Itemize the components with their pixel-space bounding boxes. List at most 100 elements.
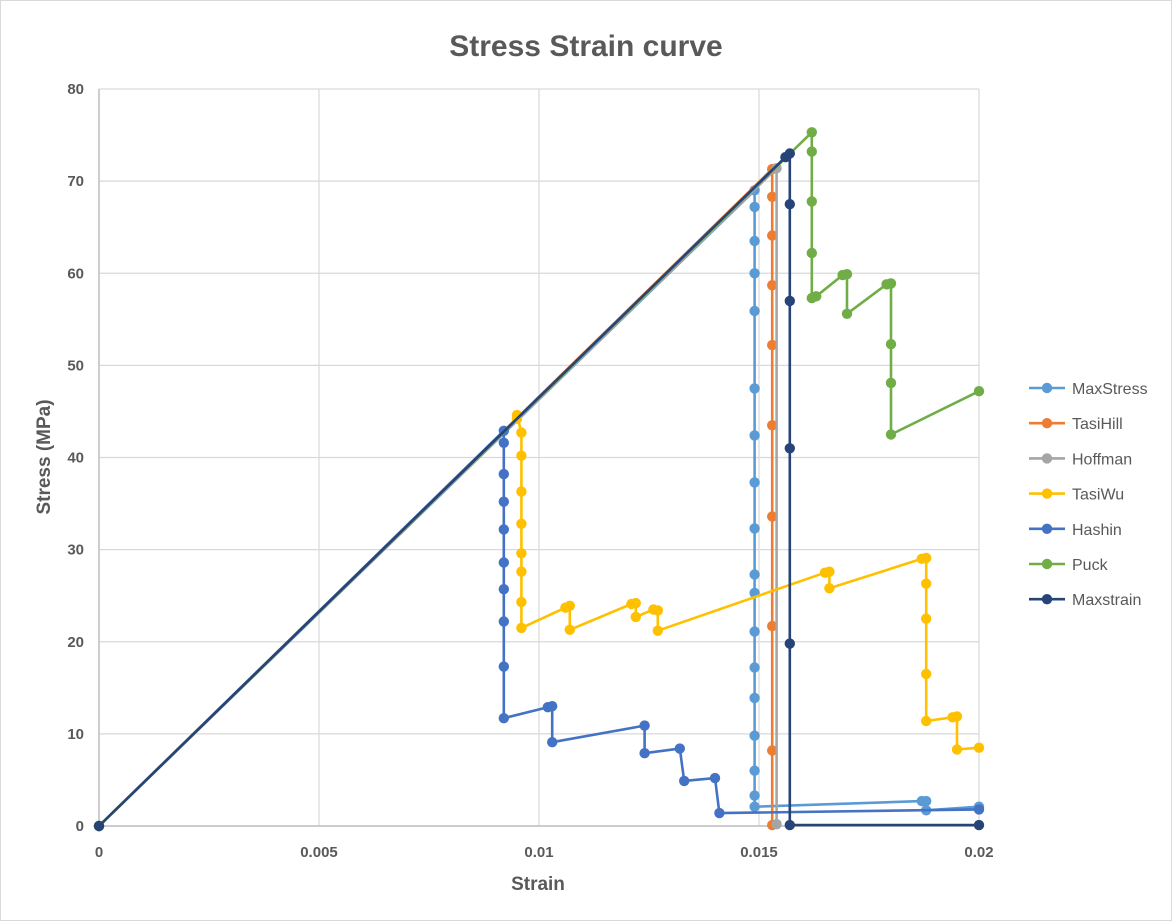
- legend-marker: [1041, 558, 1053, 570]
- data-point: [784, 819, 795, 831]
- data-point: [714, 807, 725, 819]
- x-axis-title: Strain: [511, 874, 565, 895]
- y-tick-label: 60: [67, 265, 84, 282]
- legend-label: Puck: [1072, 557, 1109, 574]
- data-point: [806, 127, 817, 138]
- data-point: [951, 711, 963, 722]
- data-point: [749, 569, 760, 580]
- data-point: [516, 596, 527, 608]
- y-tick-label: 40: [67, 450, 84, 467]
- data-point: [784, 295, 795, 307]
- data-point: [885, 278, 897, 289]
- y-tick-label: 0: [76, 818, 84, 835]
- chart-title: Stress Strain curve: [449, 30, 722, 63]
- data-point: [516, 486, 527, 497]
- data-point: [806, 146, 817, 157]
- data-point: [749, 626, 760, 637]
- y-tick-label: 80: [67, 81, 84, 98]
- series-maxstrain: [93, 148, 985, 832]
- data-point: [921, 578, 932, 589]
- data-point: [749, 523, 760, 534]
- data-point: [749, 383, 760, 394]
- y-tick-label: 70: [67, 173, 84, 190]
- data-point: [498, 616, 509, 627]
- data-point: [784, 199, 795, 210]
- data-point: [767, 191, 778, 202]
- x-tick-label: 0.015: [740, 844, 778, 861]
- data-point: [806, 247, 817, 259]
- data-point: [498, 557, 509, 568]
- legend-marker: [1041, 418, 1053, 429]
- data-point: [498, 661, 509, 672]
- legend-label: Maxstrain: [1072, 592, 1141, 609]
- series-puck: [93, 127, 985, 832]
- legend-label: Hoffman: [1072, 451, 1132, 468]
- data-point: [652, 605, 663, 616]
- data-point: [516, 622, 527, 634]
- data-point: [516, 518, 527, 529]
- data-point: [885, 339, 897, 350]
- legend-marker: [1041, 523, 1053, 534]
- data-point: [674, 743, 685, 754]
- legend: MaxStress TasiHill Hoffman TasiWu Hashin Puck…: [1029, 381, 1148, 609]
- data-point: [498, 437, 509, 448]
- data-point: [749, 268, 760, 279]
- data-point: [973, 742, 985, 753]
- data-point: [93, 820, 105, 832]
- data-point: [767, 620, 778, 632]
- data-point: [771, 819, 782, 830]
- data-point: [767, 511, 778, 522]
- axes: 0 10 20 30 40 50 60 70 80 0 0.005 0.01 0.015 0.02: [67, 81, 993, 861]
- data-point: [516, 566, 527, 577]
- data-point: [921, 668, 932, 680]
- data-point: [749, 477, 760, 488]
- data-point: [811, 291, 822, 302]
- data-point: [564, 600, 575, 611]
- data-point: [841, 308, 853, 319]
- data-point: [921, 552, 932, 564]
- data-point: [749, 201, 760, 213]
- data-point: [630, 597, 641, 609]
- data-point: [498, 496, 509, 507]
- data-point: [921, 715, 932, 727]
- data-point: [709, 772, 721, 784]
- legend-label: TasiHill: [1072, 416, 1123, 433]
- data-point: [749, 235, 760, 247]
- legend-label: TasiWu: [1072, 487, 1124, 504]
- data-point: [749, 790, 760, 801]
- y-tick-label: 30: [67, 542, 84, 559]
- legend-item: TasiHill: [1029, 416, 1123, 433]
- data-point: [921, 795, 932, 807]
- data-point: [951, 744, 963, 755]
- series-maxstress: [93, 185, 985, 832]
- data-point: [749, 765, 760, 776]
- legend-label: MaxStress: [1072, 381, 1148, 398]
- data-point: [652, 625, 663, 636]
- data-point: [749, 801, 760, 812]
- data-point: [767, 745, 778, 756]
- legend-item: MaxStress: [1029, 381, 1148, 398]
- data-point: [679, 775, 690, 787]
- data-point: [767, 339, 778, 351]
- data-point: [516, 427, 527, 438]
- legend-item: Maxstrain: [1029, 592, 1141, 609]
- y-axis-title: Stress (MPa): [34, 399, 55, 514]
- x-tick-label: 0.005: [300, 844, 338, 861]
- y-tick-label: 10: [67, 726, 84, 743]
- legend-marker: [1041, 382, 1053, 394]
- legend-label: Hashin: [1072, 522, 1122, 539]
- data-point: [806, 196, 817, 207]
- gridlines: [98, 88, 980, 827]
- data-point: [547, 701, 558, 712]
- x-tick-label: 0: [95, 844, 103, 861]
- data-point: [498, 468, 509, 480]
- data-point: [973, 386, 985, 397]
- data-point: [841, 269, 853, 280]
- data-point: [973, 804, 985, 815]
- data-point: [767, 280, 778, 291]
- y-tick-label: 50: [67, 357, 84, 374]
- legend-item: TasiWu: [1029, 487, 1124, 504]
- legend-item: Hoffman: [1029, 451, 1132, 468]
